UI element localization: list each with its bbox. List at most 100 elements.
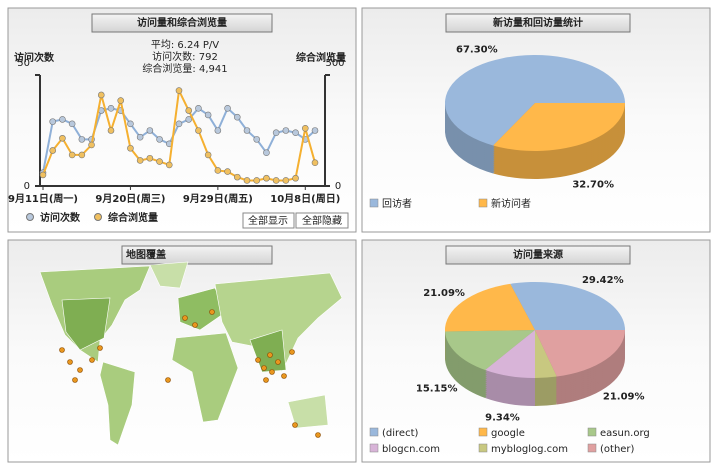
- x-tick-label: 9月29日(周五): [183, 193, 253, 205]
- subtitle: 平均: 6.24 P/V: [151, 39, 219, 51]
- continent: [149, 261, 189, 289]
- pie-slice: [445, 283, 535, 332]
- point: [117, 97, 125, 104]
- point: [301, 124, 309, 132]
- point: [88, 141, 95, 149]
- legend-swatch: [478, 427, 488, 437]
- x-tick-label: 9月20日(周三): [95, 193, 165, 205]
- point: [78, 151, 86, 159]
- map-dot: [97, 345, 103, 351]
- point: [272, 177, 280, 184]
- point: [107, 105, 115, 112]
- point: [68, 120, 76, 128]
- point: [49, 118, 57, 125]
- legend-marker: [94, 213, 102, 221]
- panel-title-bar: [445, 13, 631, 33]
- button[interactable]: [295, 212, 349, 229]
- panel-title: 访问量来源: [513, 248, 563, 261]
- buttons: 全部显示 全部隐藏: [242, 212, 349, 229]
- continent: [177, 287, 227, 331]
- point: [136, 133, 144, 141]
- map-dot: [77, 367, 83, 373]
- button-label[interactable]: 全部隐藏: [302, 214, 342, 227]
- y-tick-label: 0: [24, 181, 30, 192]
- point: [195, 127, 202, 134]
- map-dot: [89, 357, 95, 363]
- point: [185, 107, 193, 114]
- point: [243, 177, 251, 184]
- button[interactable]: [242, 212, 295, 229]
- panel-title-bar: [445, 245, 631, 265]
- legend-swatch: [369, 198, 379, 208]
- point: [282, 127, 290, 134]
- data-label: 67.30%: [456, 45, 498, 56]
- map-dots: [59, 309, 321, 438]
- data-label: 21.09%: [603, 391, 645, 402]
- x-tick-label: 10月8日(周日): [270, 193, 340, 205]
- legend-label: (direct): [382, 428, 418, 439]
- point: [97, 91, 105, 99]
- pie-slice: [535, 330, 625, 377]
- point: [156, 136, 163, 143]
- x-tick-label: 9月11日(周一): [8, 193, 78, 205]
- y-axis-label: 访问次数: [14, 51, 55, 64]
- legend-label: mybloglog.com: [491, 444, 568, 455]
- legend-marker: [26, 213, 34, 221]
- point: [146, 154, 154, 162]
- point: [204, 111, 212, 119]
- point: [175, 87, 183, 94]
- point: [107, 127, 115, 134]
- map-dot: [281, 373, 287, 379]
- point: [78, 136, 86, 143]
- legend-swatch: [369, 427, 379, 437]
- map-dot: [275, 359, 281, 365]
- point: [311, 159, 319, 166]
- point: [263, 174, 270, 182]
- y2-tick-label: 500: [325, 58, 344, 69]
- point: [68, 151, 76, 159]
- continent: [171, 332, 239, 423]
- map-dot: [165, 377, 171, 383]
- legend-label: (other): [600, 444, 635, 455]
- point: [156, 158, 163, 165]
- legend-label: 访问次数: [40, 211, 81, 224]
- map-dot: [59, 347, 65, 353]
- data-label: 32.70%: [572, 179, 614, 190]
- map-dot: [269, 369, 275, 375]
- point: [263, 149, 270, 156]
- legend-swatch: [587, 427, 597, 437]
- point: [272, 129, 280, 137]
- legend-swatch: [478, 198, 488, 208]
- point: [146, 127, 154, 134]
- data-label: 29.42%: [582, 275, 624, 286]
- y2-axis-label: 综合浏览量: [296, 51, 346, 64]
- subtitle: 综合浏览量: 4,941: [142, 62, 227, 75]
- map-dot: [263, 377, 269, 383]
- subtitle: 访问次数: 792: [152, 50, 218, 63]
- panel-title: 访问量和综合浏览量: [137, 16, 227, 29]
- legend-label: 综合浏览量: [108, 211, 158, 224]
- y2-tick-label: 0: [335, 181, 341, 192]
- legend-label: 回访者: [382, 198, 412, 210]
- region: [61, 297, 111, 351]
- map-dot: [315, 432, 321, 438]
- panel-title: 新访量和回访量统计: [493, 16, 583, 29]
- point: [195, 105, 202, 112]
- point: [311, 127, 319, 134]
- map-dot: [289, 349, 295, 355]
- map-dot: [209, 309, 215, 315]
- pie-slice: [510, 282, 625, 330]
- point: [185, 116, 193, 123]
- pie-slice: [535, 330, 557, 378]
- legend-label: google: [491, 428, 525, 439]
- point: [127, 144, 134, 152]
- map-dot: [72, 377, 78, 383]
- point: [224, 168, 231, 175]
- button-label[interactable]: 全部显示: [248, 214, 288, 227]
- point: [204, 151, 212, 159]
- point: [127, 120, 134, 128]
- pie-slice: [445, 330, 535, 370]
- data-label: 21.09%: [423, 288, 465, 299]
- map-dot: [67, 359, 73, 365]
- point: [39, 171, 47, 179]
